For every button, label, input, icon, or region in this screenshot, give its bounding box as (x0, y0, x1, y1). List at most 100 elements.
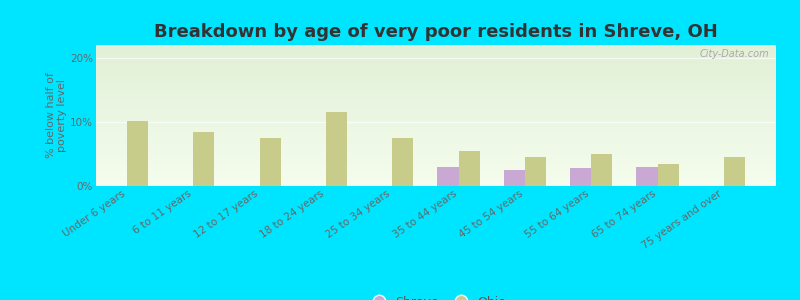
Bar (392, 138, 414, 186)
Bar (326, 112, 347, 186)
Bar (96, 130, 776, 131)
Bar (96, 82, 776, 83)
Bar (96, 165, 776, 166)
Bar (259, 138, 281, 186)
Bar (96, 116, 776, 117)
Bar (127, 121, 148, 186)
Bar (96, 117, 776, 118)
Bar (96, 151, 776, 152)
Bar (96, 53, 776, 54)
Bar (96, 65, 776, 66)
Bar (96, 50, 776, 51)
Bar (96, 167, 776, 168)
Bar (96, 79, 776, 80)
Bar (96, 75, 776, 76)
Bar (96, 94, 776, 95)
Bar (96, 145, 776, 146)
Bar (96, 161, 776, 162)
Bar (96, 97, 776, 98)
Bar (96, 172, 776, 173)
Bar (96, 132, 776, 133)
Bar (96, 155, 776, 156)
Bar (96, 179, 776, 180)
Bar (96, 144, 776, 145)
Bar (96, 67, 776, 68)
Bar (96, 160, 776, 161)
Bar (96, 121, 776, 122)
Bar (96, 184, 776, 185)
Bar (96, 47, 776, 48)
Bar (96, 86, 776, 87)
Bar (96, 163, 776, 164)
Bar (96, 77, 776, 78)
Bar (96, 169, 776, 170)
Legend: Shreve, Ohio: Shreve, Ohio (361, 291, 511, 300)
Bar (96, 68, 776, 69)
Bar (96, 133, 776, 134)
Bar (96, 103, 776, 104)
Bar (96, 141, 776, 142)
Bar (96, 55, 776, 56)
Bar (96, 156, 776, 157)
Bar (96, 112, 776, 113)
Bar (96, 137, 776, 138)
Bar (96, 63, 776, 64)
Bar (96, 69, 776, 70)
Bar (96, 93, 776, 94)
Bar (96, 178, 776, 179)
Bar (96, 80, 776, 81)
Bar (96, 170, 776, 171)
Bar (96, 98, 776, 99)
Bar (458, 151, 480, 186)
Bar (96, 180, 776, 181)
Bar (96, 119, 776, 120)
Y-axis label: % below half of
poverty level: % below half of poverty level (46, 73, 67, 158)
Bar (96, 85, 776, 86)
Bar (504, 170, 525, 186)
Bar (96, 109, 776, 110)
Bar (96, 125, 776, 126)
Bar (96, 159, 776, 160)
Bar (96, 154, 776, 155)
Bar (591, 154, 613, 186)
Bar (96, 60, 776, 61)
Bar (96, 84, 776, 85)
Bar (438, 167, 458, 186)
Bar (96, 88, 776, 89)
Bar (96, 54, 776, 55)
Bar (96, 72, 776, 73)
Bar (724, 157, 745, 186)
Bar (96, 59, 776, 60)
Bar (194, 131, 214, 186)
Bar (96, 148, 776, 149)
Text: City-Data.com: City-Data.com (699, 49, 770, 59)
Bar (658, 164, 678, 186)
Bar (96, 166, 776, 167)
Bar (96, 58, 776, 59)
Bar (96, 76, 776, 77)
Bar (96, 114, 776, 115)
Bar (96, 136, 776, 137)
Bar (96, 83, 776, 84)
Bar (96, 102, 776, 103)
Bar (96, 62, 776, 63)
Bar (96, 146, 776, 147)
Bar (96, 118, 776, 119)
Bar (96, 176, 776, 177)
Bar (96, 64, 776, 65)
Bar (96, 82, 776, 83)
Bar (96, 175, 776, 176)
Bar (96, 158, 776, 159)
Bar (96, 171, 776, 172)
Bar (96, 115, 776, 116)
Title: Breakdown by age of very poor residents in Shreve, OH: Breakdown by age of very poor residents … (154, 23, 718, 41)
Bar (96, 150, 776, 151)
Bar (96, 45, 776, 46)
Bar (96, 57, 776, 58)
Bar (96, 89, 776, 90)
Bar (96, 49, 776, 50)
Bar (96, 128, 776, 129)
Bar (96, 74, 776, 75)
Bar (96, 129, 776, 130)
Bar (96, 182, 776, 183)
